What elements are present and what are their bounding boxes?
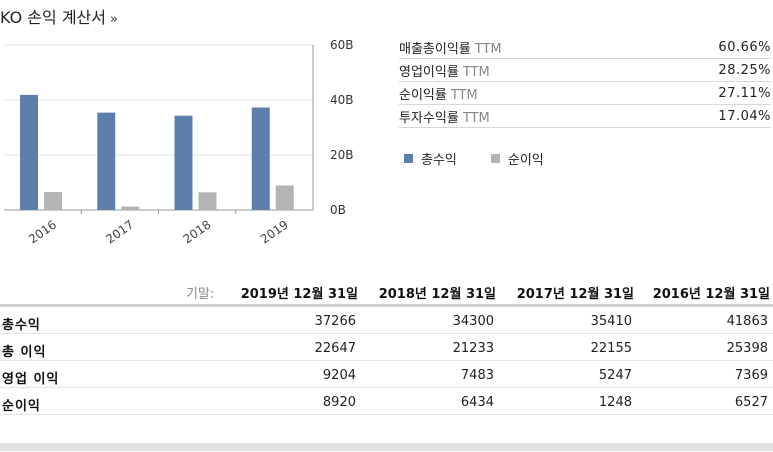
row-label: 순이익 [2, 399, 41, 414]
legend-label: 순이익 [507, 153, 544, 168]
table-row: 총수익 37266 34300 35410 41863 [0, 307, 773, 334]
ratio-value: 27.11% [718, 85, 771, 101]
column-header: 2017년 12월 31일 [516, 287, 634, 302]
ratio-ttm: TTM [462, 110, 490, 126]
table-cell: 6434 [460, 395, 494, 410]
bar-net-income [44, 192, 62, 210]
ratio-row: 영업이익률 TTM 28.25% [399, 59, 771, 82]
column-header: 2018년 12월 31일 [378, 287, 496, 302]
table-cell: 5247 [598, 368, 632, 383]
column-header: 2016년 12월 31일 [652, 287, 770, 302]
ratio-list: 매출총이익률 TTM 60.66% 영업이익률 TTM 28.25% 순이익률 TTM… [399, 36, 771, 128]
bar-revenue [251, 107, 270, 210]
bar-net-income [121, 206, 140, 210]
ratio-value: 60.66% [718, 39, 771, 55]
table-cell: 35410 [590, 314, 632, 329]
table-cell: 25398 [726, 341, 768, 356]
ratio-row: 매출총이익률 TTM 60.66% [399, 36, 771, 59]
table-cell: 22155 [590, 341, 632, 356]
ratio-label: 투자수익률 [399, 110, 459, 126]
bar-chart-svg: 60B 40B 20B 0B 2016 2017 2018 2019 [4, 38, 354, 247]
page-title-text: KO 손익 계산서 [0, 8, 106, 27]
x-tick-label: 2017 [103, 218, 136, 247]
ratio-value: 28.25% [718, 62, 771, 78]
table-cell: 21233 [452, 341, 494, 356]
table-cell: 37266 [314, 314, 356, 329]
bar-revenue [174, 115, 193, 210]
chart-legend: 총수익 순이익 [404, 149, 544, 168]
bar-net-income [275, 185, 294, 210]
table-cell: 1248 [598, 395, 632, 410]
income-chart: 60B 40B 20B 0B 2016 2017 2018 2019 [0, 34, 370, 254]
table-row: 총 이익 22647 21233 22155 25398 [0, 334, 773, 361]
legend-label: 총수익 [421, 153, 457, 168]
ratio-ttm: TTM [450, 87, 478, 103]
row-label: 총 이익 [2, 345, 47, 360]
y-tick-label: 0B [330, 203, 346, 217]
bottom-divider [0, 443, 773, 451]
ratio-label: 매출총이익률 [399, 41, 471, 57]
table-cell: 41863 [726, 314, 768, 329]
table-header: 기말: 2019년 12월 31일 2018년 12월 31일 2017년 12… [0, 281, 773, 303]
legend-swatch [490, 154, 500, 163]
page-title[interactable]: KO 손익 계산서» [0, 4, 118, 28]
column-header: 2019년 12월 31일 [240, 287, 358, 302]
header-divider [0, 304, 773, 307]
table-row: 순이익 8920 6434 1248 6527 [0, 388, 773, 415]
ratio-value: 17.04% [718, 108, 771, 124]
y-tick-label: 60B [330, 38, 354, 52]
bar-net-income [198, 192, 217, 210]
table-cell: 8920 [322, 395, 356, 410]
table-cell: 6527 [734, 395, 768, 410]
y-tick-label: 20B [330, 148, 354, 162]
table-cell: 34300 [452, 314, 494, 329]
ratio-label: 영업이익률 [399, 64, 459, 80]
table-cell: 7483 [460, 368, 494, 383]
period-label: 기말: [186, 287, 215, 302]
x-tick-label: 2016 [26, 218, 59, 247]
ratio-row: 투자수익률 TTM 17.04% [399, 105, 771, 128]
ratio-row: 순이익률 TTM 27.11% [399, 82, 771, 105]
legend-item-revenue[interactable]: 총수익 [404, 149, 457, 168]
x-tick-label: 2019 [258, 218, 291, 247]
x-tick-label: 2018 [181, 218, 214, 247]
legend-swatch [404, 154, 413, 163]
row-label: 총수익 [2, 318, 41, 333]
bar-revenue [20, 94, 38, 210]
legend-item-net-income[interactable]: 순이익 [490, 149, 544, 168]
y-tick-label: 40B [330, 93, 354, 107]
ratio-ttm: TTM [462, 64, 490, 80]
ratio-label: 순이익률 [399, 87, 447, 103]
ratio-ttm: TTM [474, 41, 502, 57]
row-label: 영업 이익 [2, 372, 60, 387]
table-cell: 7369 [734, 368, 768, 383]
table-row: 영업 이익 9204 7483 5247 7369 [0, 361, 773, 388]
bar-revenue [97, 112, 116, 210]
chevron-right-icon: » [109, 12, 118, 27]
table-cell: 22647 [314, 341, 356, 356]
table-cell: 9204 [322, 368, 356, 383]
